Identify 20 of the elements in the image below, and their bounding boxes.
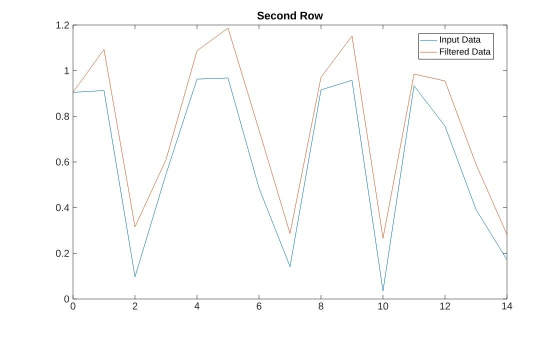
y-tick-label: 0.8 bbox=[56, 112, 70, 120]
y-tick-label: 0.4 bbox=[56, 204, 70, 212]
legend-label: Filtered Data bbox=[440, 48, 491, 55]
x-tick-label: 6 bbox=[256, 302, 262, 310]
y-tick-label: 1.2 bbox=[56, 22, 69, 28]
legend-label: Input Data bbox=[440, 36, 481, 45]
x-tick-label: 0 bbox=[70, 302, 76, 310]
x-tick-label: 4 bbox=[194, 302, 200, 310]
line-series bbox=[73, 28, 508, 239]
line-series bbox=[73, 78, 508, 292]
x-tick-label: 10 bbox=[378, 302, 388, 310]
y-tick-label: 0.6 bbox=[56, 158, 70, 166]
x-tick-label: 2 bbox=[132, 302, 138, 310]
y-tick-label: 1 bbox=[64, 67, 69, 74]
x-tick-label: 14 bbox=[502, 302, 512, 310]
y-tick-label: 0 bbox=[64, 295, 70, 303]
x-tick-label: 12 bbox=[440, 302, 450, 310]
chart-title: Second Row bbox=[257, 11, 324, 20]
x-tick-label: 8 bbox=[318, 302, 324, 310]
y-tick-label: 0.2 bbox=[56, 250, 69, 257]
